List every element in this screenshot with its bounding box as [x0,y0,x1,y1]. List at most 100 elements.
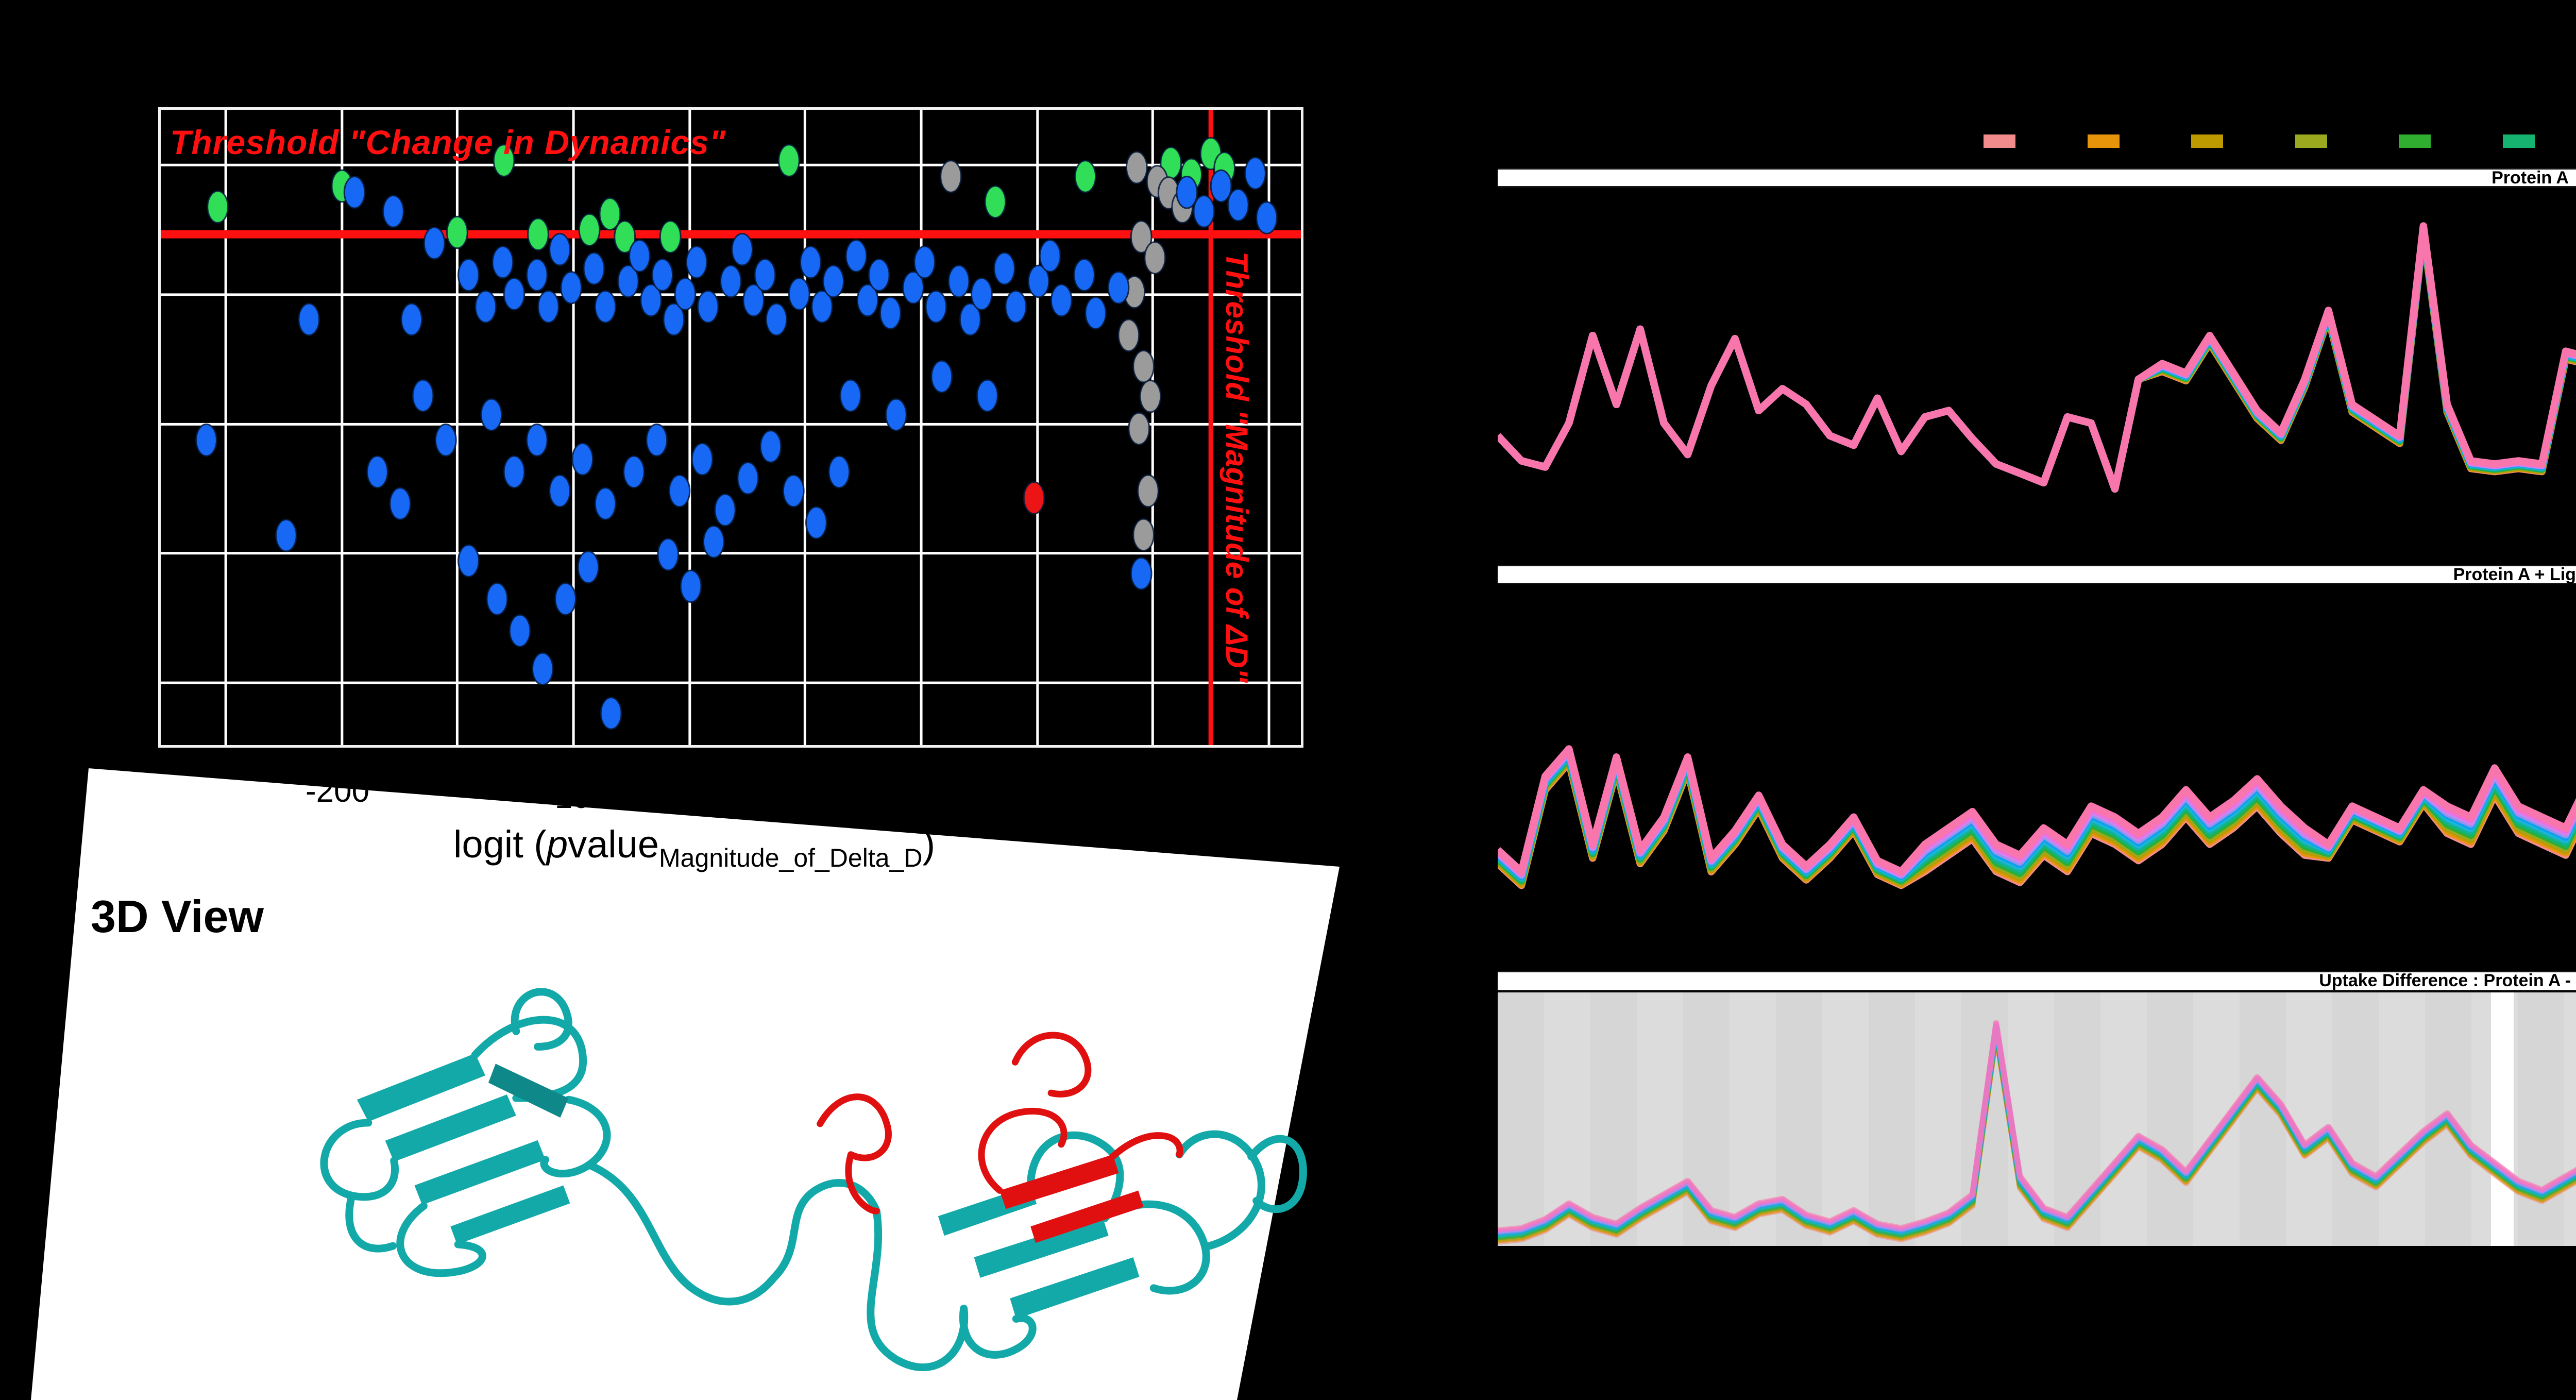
scatter-point[interactable] [1210,169,1232,203]
scatter-point[interactable] [599,197,621,231]
scatter-point[interactable] [1073,258,1095,292]
scatter-point[interactable] [731,233,754,266]
scatter-point[interactable] [509,614,531,648]
scatter-point[interactable] [480,398,503,432]
scatter-point[interactable] [674,277,697,311]
scatter-point[interactable] [503,277,526,311]
scatter-point[interactable] [1139,379,1162,413]
scatter-point[interactable] [1084,296,1107,330]
scatter-point[interactable] [1144,241,1166,275]
scatter-point[interactable] [526,258,548,292]
scatter-point[interactable] [549,233,571,266]
scatter-point[interactable] [1050,283,1073,317]
scatter-point[interactable] [578,213,601,247]
scatter-point[interactable] [800,245,822,279]
scatter-point[interactable] [389,487,412,520]
scatter-point[interactable] [527,217,549,251]
scatter-point[interactable] [486,582,509,616]
scatter-point[interactable] [984,185,1007,219]
scatter-point[interactable] [207,190,229,224]
scatter-point[interactable] [554,582,577,616]
scatter-point[interactable] [680,569,702,603]
scatter-point[interactable] [959,302,981,336]
scatter-point[interactable] [343,176,366,209]
scatter-point[interactable] [1117,318,1140,352]
scatter-point[interactable] [531,652,554,686]
scatter-point[interactable] [434,423,457,457]
scatter-point[interactable] [697,290,719,324]
chart-protein-a-ligand[interactable] [1498,584,2576,943]
scatter-point[interactable] [879,296,902,330]
scatter-point[interactable] [993,252,1016,285]
scatter-point[interactable] [976,379,998,413]
scatter-point[interactable] [423,226,446,260]
scatter-point[interactable] [412,379,434,413]
scatter-point[interactable] [754,258,776,292]
scatter-point[interactable] [298,302,320,336]
scatter-point[interactable] [828,455,851,489]
scatter-point[interactable] [1256,201,1278,234]
3d-view-panel[interactable] [31,768,1340,1400]
scatter-point[interactable] [1193,195,1215,228]
scatter-point[interactable] [1005,290,1027,324]
chart-uptake-diff[interactable] [1498,992,2576,1246]
scatter-point[interactable] [720,264,742,298]
scatter-point[interactable] [1023,481,1045,515]
scatter-point[interactable] [549,474,571,508]
scatter-point[interactable] [629,239,651,273]
scatter-point[interactable] [577,550,600,584]
scatter-point[interactable] [614,220,636,254]
scatter-point[interactable] [1137,474,1159,508]
scatter-point[interactable] [560,271,583,305]
scatter-point[interactable] [651,258,674,292]
scatter-point[interactable] [594,290,617,324]
scatter-point[interactable] [493,144,515,177]
scatter-point[interactable] [691,442,714,476]
scatter-point[interactable] [382,195,404,228]
scatter-point[interactable] [782,474,805,508]
scatter-point[interactable] [457,544,480,578]
volcano-plot[interactable] [158,107,1303,748]
scatter-point[interactable] [1039,239,1061,273]
scatter-point[interactable] [1130,556,1153,591]
scatter-point[interactable] [902,271,924,305]
scatter-point[interactable] [868,258,890,292]
scatter-point[interactable] [742,283,765,317]
scatter-point[interactable] [1125,150,1148,184]
scatter-point[interactable] [1132,518,1155,552]
scatter-point[interactable] [1130,220,1153,254]
scatter-point[interactable] [970,277,993,311]
scatter-point[interactable] [930,360,953,394]
scatter-point[interactable] [657,537,680,571]
scatter-point[interactable] [777,144,800,177]
scatter-point[interactable] [1107,271,1130,305]
scatter-point[interactable] [195,423,217,457]
scatter-point[interactable] [571,442,594,476]
scatter-point[interactable] [457,258,480,292]
scatter-point[interactable] [1176,176,1198,209]
scatter-point[interactable] [839,379,862,413]
scatter-point[interactable] [940,160,962,193]
scatter-point[interactable] [737,461,759,495]
scatter-point[interactable] [537,290,560,324]
scatter-point[interactable] [617,264,639,298]
scatter-point[interactable] [474,290,497,324]
scatter-point[interactable] [788,277,810,311]
scatter-point[interactable] [526,423,548,457]
scatter-point[interactable] [366,455,388,489]
scatter-point[interactable] [685,245,708,279]
scatter-point[interactable] [1128,412,1150,446]
scatter-point[interactable] [765,302,788,336]
scatter-point[interactable] [759,430,782,463]
scatter-point[interactable] [594,487,617,520]
scatter-point[interactable] [668,474,691,508]
scatter-point[interactable] [822,264,845,298]
scatter-point[interactable] [702,525,725,559]
scatter-point[interactable] [622,455,645,489]
scatter-point[interactable] [845,239,868,273]
scatter-point[interactable] [1227,188,1249,222]
volcano-scatter-surface[interactable] [161,110,1301,745]
scatter-point[interactable] [663,302,685,336]
scatter-point[interactable] [1244,157,1266,190]
scatter-point[interactable] [1074,160,1097,193]
